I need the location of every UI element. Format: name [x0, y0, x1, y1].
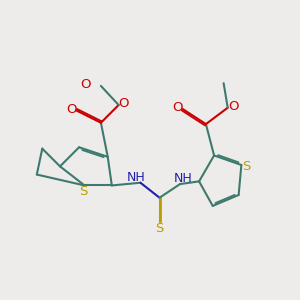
Text: NH: NH	[173, 172, 192, 185]
Text: O: O	[81, 78, 91, 91]
Text: S: S	[79, 185, 87, 198]
Text: O: O	[172, 101, 183, 114]
Text: O: O	[118, 97, 129, 110]
Text: O: O	[229, 100, 239, 113]
Text: O: O	[66, 103, 77, 116]
Text: S: S	[242, 160, 250, 173]
Text: NH: NH	[127, 171, 146, 184]
Text: S: S	[155, 222, 164, 235]
